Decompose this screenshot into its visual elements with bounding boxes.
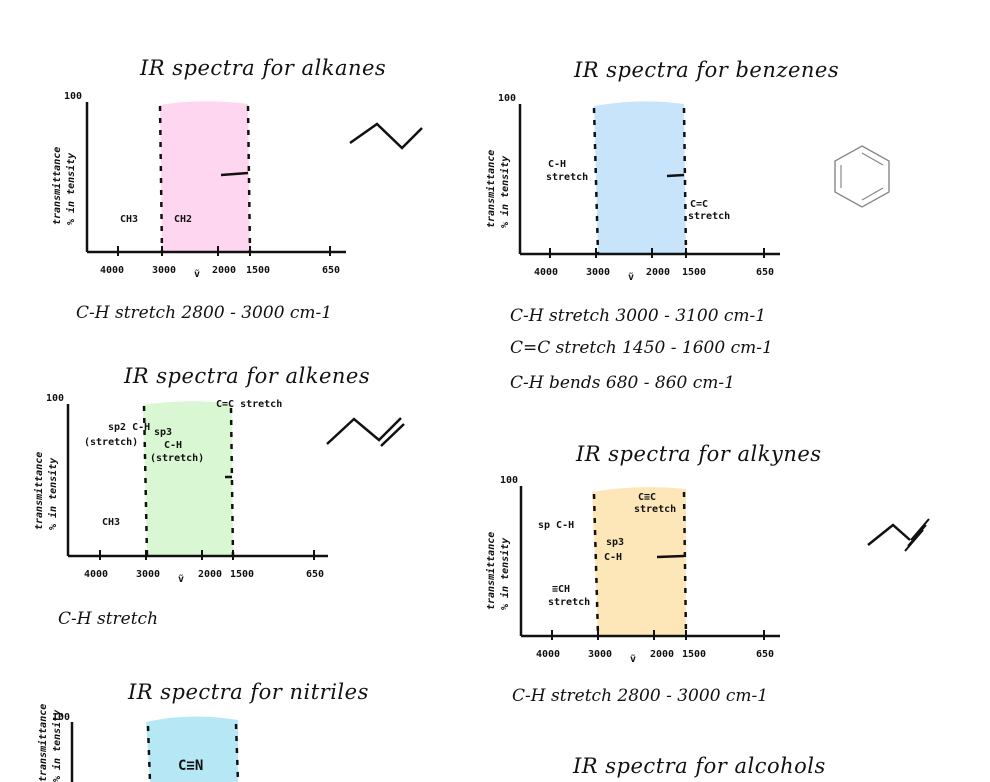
benzenes-label-ch-stretch: stretch xyxy=(546,172,588,183)
benzenes-tick-label-1500: 1500 xyxy=(682,267,706,278)
alkanes-highlight-band xyxy=(160,101,250,252)
alkenes-highlight-band xyxy=(143,401,233,556)
alkenes-tick-label-1500: 1500 xyxy=(230,569,254,580)
note-alkanes: C-H stretch 2800 - 3000 cm-1 xyxy=(76,303,333,323)
benzenes-tick-label-3000: 3000 xyxy=(586,267,610,278)
alkynes-label-cc-stretch: stretch xyxy=(634,504,676,515)
nitriles-y-label-2: % in tensity xyxy=(51,709,63,782)
alkenes-label-sp2-ch: sp2 C-H xyxy=(108,422,150,433)
nitriles-band-left-dash xyxy=(146,725,152,782)
benzenes-x-symbol: ṽ xyxy=(628,272,634,283)
nitriles-band-right-dash xyxy=(234,723,240,782)
nitriles-y-top: 100 xyxy=(52,712,70,723)
alkynes-label-triple-stretch: stretch xyxy=(548,597,590,608)
nitriles-spectrum: 100 transmittance % in tensity C≡N xyxy=(37,704,240,782)
benzenes-y-label-1: transmittance xyxy=(485,150,497,228)
title-alkynes: IR spectra for alkynes xyxy=(576,442,822,466)
alkanes-y-label-2: % in tensity xyxy=(65,152,77,225)
title-alcohols: IR spectra for alcohols xyxy=(573,754,826,778)
alkenes-band-left-dash xyxy=(142,405,149,557)
alkynes-y-label-1: transmittance xyxy=(485,532,497,610)
benzenes-peak-mark xyxy=(666,173,685,178)
alkenes-label-sp3: sp3 xyxy=(154,427,172,438)
alkynes-label-sp3-ch: C-H xyxy=(604,552,622,563)
title-alkenes: IR spectra for alkenes xyxy=(124,364,371,388)
alkynes-tick-label-2000: 2000 xyxy=(650,649,674,660)
alkynes-label-sp3: sp3 xyxy=(606,537,624,548)
alkenes-label-sp3-stretch: (stretch) xyxy=(150,453,204,464)
benzenes-label-cc-stretch: stretch xyxy=(688,211,730,222)
benzenes-label-ch: C-H xyxy=(548,159,566,170)
alkenes-label-ch3: CH3 xyxy=(102,517,120,528)
alkanes-peak-mark xyxy=(220,171,249,177)
benzenes-tick-label-4000: 4000 xyxy=(534,267,558,278)
alkynes-tick-label-1500: 1500 xyxy=(682,649,706,660)
alkynes-x-symbol: ṽ xyxy=(630,654,636,665)
note-benzenes-3: C-H bends 680 - 860 cm-1 xyxy=(510,373,735,393)
alkanes-tick-label-1500: 1500 xyxy=(246,265,270,276)
title-nitriles: IR spectra for nitriles xyxy=(128,680,369,704)
alkanes-spectrum: 100 transmittance % in tensity 4000 3000… xyxy=(51,91,346,280)
benzenes-y-label-2: % in tensity xyxy=(499,155,511,228)
alkenes-y-label-1: transmittance xyxy=(33,452,45,530)
alkynes-label-cc: C≡C xyxy=(638,492,656,503)
alkenes-label-sp2-stretch: (stretch) xyxy=(84,437,138,448)
alkynes-tick-label-3000: 3000 xyxy=(588,649,612,660)
alkynes-y-top: 100 xyxy=(500,475,518,486)
alkynes-spectrum: 100 transmittance % in tensity 4000 3000… xyxy=(485,475,780,665)
alkanes-tick-label-2000: 2000 xyxy=(212,265,236,276)
alkanes-tick-label-4000: 4000 xyxy=(100,265,124,276)
alkanes-label-ch2: CH2 xyxy=(174,214,192,225)
benzenes-y-top: 100 xyxy=(498,93,516,104)
alkanes-y-top: 100 xyxy=(64,91,82,102)
alkenes-x-symbol: ṽ xyxy=(178,574,184,585)
alkane-skeletal-structure xyxy=(349,122,423,150)
alkenes-label-cc-stretch: C=C stretch xyxy=(216,399,282,410)
alkynes-tick-label-650: 650 xyxy=(756,649,774,660)
alkenes-tick-label-4000: 4000 xyxy=(84,569,108,580)
title-benzenes: IR spectra for benzenes xyxy=(574,58,840,82)
benzenes-highlight-band xyxy=(594,101,686,254)
benzenes-spectrum: 100 transmittance % in tensity 4000 3000… xyxy=(485,93,780,283)
benzenes-band-right-dash xyxy=(682,107,688,255)
note-alkenes: C-H stretch xyxy=(58,609,159,629)
benzenes-tick-label-2000: 2000 xyxy=(646,267,670,278)
alkenes-tick-label-2000: 2000 xyxy=(198,569,222,580)
benzenes-tick-label-650: 650 xyxy=(756,267,774,278)
alkenes-tick-label-650: 650 xyxy=(306,569,324,580)
alkanes-tick-label-3000: 3000 xyxy=(152,265,176,276)
alkynes-label-sp-ch: sp C-H xyxy=(538,520,574,531)
benzenes-label-cc: C=C xyxy=(690,199,708,210)
note-alkynes: C-H stretch 2800 - 3000 cm-1 xyxy=(512,686,769,706)
benzene-ring-structure xyxy=(834,145,890,208)
alkenes-band-right-dash xyxy=(229,407,235,557)
alkynes-highlight-band xyxy=(592,487,686,636)
alkenes-label-sp3-ch: C-H xyxy=(164,440,182,451)
benzenes-band-left-dash xyxy=(592,107,600,255)
alkenes-y-top: 100 xyxy=(46,393,64,404)
alkene-skeletal-structure xyxy=(326,417,405,447)
alkanes-x-symbol: ṽ xyxy=(194,269,200,280)
nitriles-label-cn: C≡N xyxy=(178,758,203,774)
alkanes-band-right-dash xyxy=(246,105,252,253)
nitriles-highlight-band xyxy=(146,716,238,782)
note-benzenes-1: C-H stretch 3000 - 3100 cm-1 xyxy=(510,306,767,326)
alkyne-skeletal-structure xyxy=(867,518,930,552)
alkynes-tick-label-4000: 4000 xyxy=(536,649,560,660)
alkanes-tick-label-650: 650 xyxy=(322,265,340,276)
alkynes-peak-mark xyxy=(656,554,685,559)
alkenes-y-label-2: % in tensity xyxy=(47,457,59,530)
note-benzenes-2: C=C stretch 1450 - 1600 cm-1 xyxy=(510,338,773,358)
alkynes-band-right-dash xyxy=(682,491,688,637)
alkanes-label-ch3: CH3 xyxy=(120,214,138,225)
alkenes-spectrum: 100 transmittance % in tensity 4000 3000… xyxy=(33,393,328,585)
alkanes-band-left-dash xyxy=(158,105,164,253)
nitriles-y-label-1: transmittance xyxy=(37,704,49,782)
alkenes-tick-label-3000: 3000 xyxy=(136,569,160,580)
alkynes-label-triple-ch: ≡CH xyxy=(552,584,570,595)
alkynes-y-label-2: % in tensity xyxy=(499,537,511,610)
alkanes-y-label-1: transmittance xyxy=(51,147,63,225)
title-alkanes: IR spectra for alkanes xyxy=(140,56,387,80)
